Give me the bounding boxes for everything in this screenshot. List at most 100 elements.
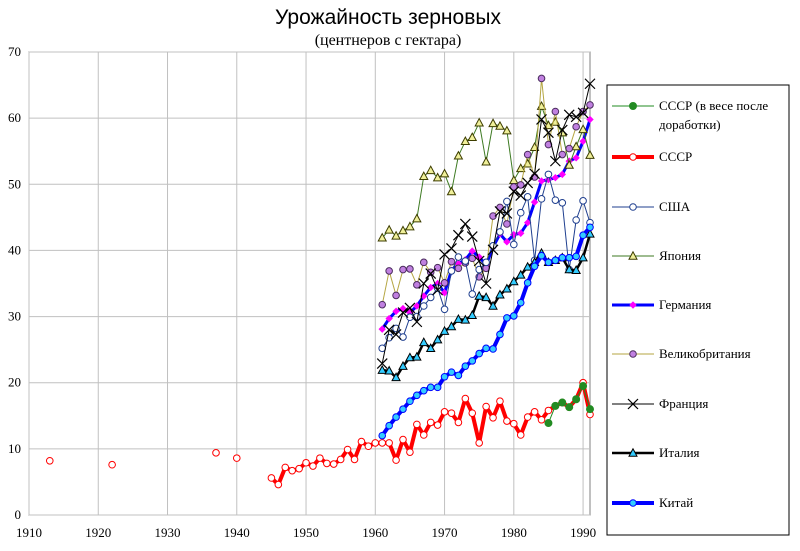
data-point xyxy=(508,276,519,286)
series-layer xyxy=(45,74,596,489)
data-point xyxy=(549,155,561,167)
data-point xyxy=(537,177,546,185)
data-point xyxy=(467,309,478,319)
data-point xyxy=(551,196,560,204)
data-point xyxy=(383,324,395,336)
y-tick-label: 60 xyxy=(8,110,21,125)
legend-item: Франция xyxy=(612,396,708,411)
data-point xyxy=(378,300,387,309)
data-point xyxy=(439,168,450,178)
legend-label: Великобритания xyxy=(659,346,751,361)
y-tick-label: 30 xyxy=(8,309,21,324)
data-point xyxy=(385,314,393,323)
data-point xyxy=(563,109,575,121)
data-point xyxy=(425,165,436,175)
legend: СССР (в весе после доработки) СССР США Япони… xyxy=(612,98,768,510)
data-point xyxy=(397,307,409,319)
data-point xyxy=(406,397,414,406)
data-point xyxy=(482,258,490,267)
data-point xyxy=(579,197,587,205)
data-point xyxy=(274,480,283,489)
data-point xyxy=(489,413,497,422)
series-0 xyxy=(544,382,594,428)
y-tick-label: 10 xyxy=(8,441,21,456)
data-point xyxy=(392,456,400,464)
data-point xyxy=(544,406,553,415)
data-point xyxy=(515,163,526,173)
x-tick-label: 1920 xyxy=(85,525,111,540)
data-point xyxy=(377,364,388,374)
data-point xyxy=(522,177,534,189)
data-point xyxy=(461,362,470,370)
data-point xyxy=(399,405,407,413)
data-point xyxy=(544,419,553,428)
data-point xyxy=(392,291,400,300)
data-point xyxy=(329,460,338,468)
legend-swatch-marker xyxy=(629,102,637,110)
data-point xyxy=(570,111,582,123)
data-point xyxy=(516,208,525,217)
legend-swatch-marker xyxy=(629,350,637,358)
data-point xyxy=(496,228,504,236)
data-point xyxy=(385,439,393,447)
data-point xyxy=(419,258,428,267)
data-point xyxy=(558,253,567,262)
data-point xyxy=(510,312,518,320)
data-point xyxy=(488,118,498,128)
data-point xyxy=(508,186,520,197)
axes: 1910 1920 1930 1940 1950 1960 1970 1980 1990 0 10 2… xyxy=(8,44,596,540)
y-tick-label: 0 xyxy=(15,507,22,522)
data-point xyxy=(343,445,352,454)
data-point xyxy=(585,149,595,159)
data-point xyxy=(432,334,443,344)
data-point xyxy=(418,278,430,289)
data-point xyxy=(398,360,408,370)
data-point xyxy=(496,330,504,339)
legend-label: Япония xyxy=(659,248,701,263)
data-point xyxy=(495,120,505,130)
data-point xyxy=(446,321,457,331)
x-tick-label: 1940 xyxy=(224,525,250,540)
data-point xyxy=(523,413,532,421)
legend-swatch-marker xyxy=(629,203,637,211)
data-point xyxy=(377,232,388,242)
data-point xyxy=(468,357,477,365)
data-point xyxy=(551,256,560,265)
data-point xyxy=(537,74,546,83)
data-point xyxy=(413,420,421,429)
legend-swatch-marker xyxy=(628,250,638,260)
data-point xyxy=(452,229,464,241)
data-point xyxy=(454,371,463,380)
data-point xyxy=(461,394,470,403)
data-point xyxy=(447,257,456,266)
data-point xyxy=(466,231,478,242)
data-point xyxy=(411,316,423,328)
data-point xyxy=(288,466,296,475)
data-point xyxy=(517,229,525,237)
data-point xyxy=(390,329,402,340)
data-point xyxy=(488,300,498,310)
legend-label: США xyxy=(659,199,691,214)
data-point xyxy=(537,415,546,424)
data-point xyxy=(454,253,463,261)
data-point xyxy=(439,325,450,335)
data-point xyxy=(447,267,456,275)
data-point xyxy=(572,154,580,162)
data-point xyxy=(419,431,428,439)
data-point xyxy=(446,243,457,254)
data-point xyxy=(487,244,499,256)
data-point xyxy=(522,261,533,271)
data-point xyxy=(398,225,408,235)
data-point xyxy=(523,193,532,201)
data-point xyxy=(571,141,581,151)
data-point xyxy=(405,221,415,231)
data-point xyxy=(503,220,511,228)
legend-label: Франция xyxy=(659,396,708,411)
legend-item: Великобритания xyxy=(612,346,751,361)
data-point xyxy=(564,159,575,169)
data-point xyxy=(543,127,554,139)
data-point xyxy=(406,265,414,273)
legend-swatch-marker xyxy=(629,301,637,309)
data-point xyxy=(378,325,386,333)
